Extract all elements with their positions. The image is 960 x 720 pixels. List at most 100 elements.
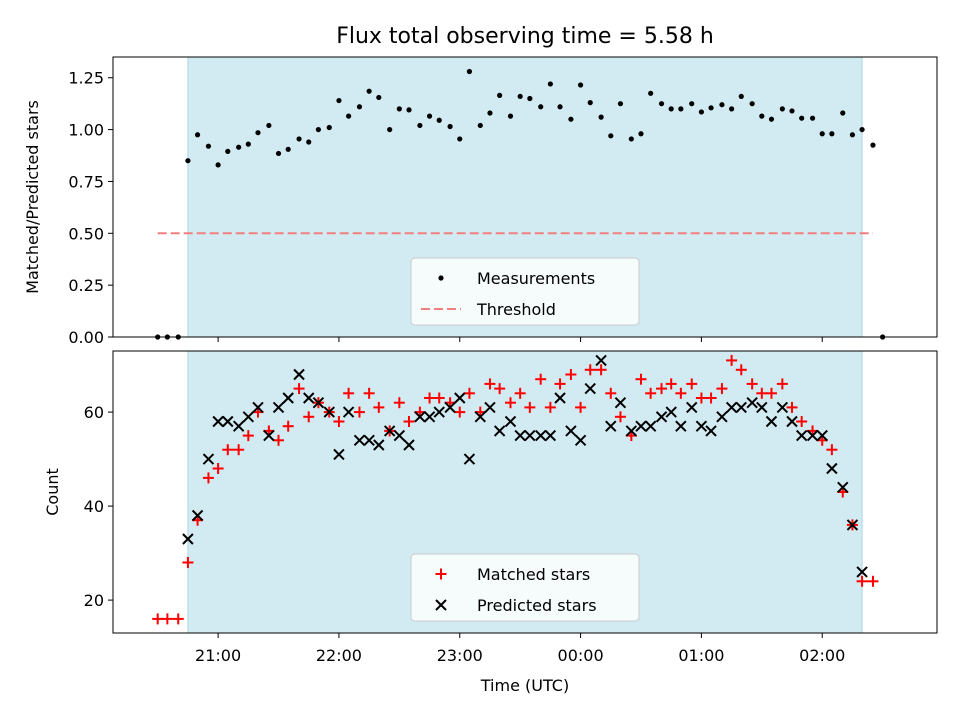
data-point (414, 411, 426, 423)
data-point (487, 110, 493, 116)
data-point (565, 425, 577, 437)
data-point (275, 150, 282, 157)
marker-stroke (414, 411, 426, 423)
marker-stroke (665, 406, 677, 418)
data-point (272, 401, 285, 414)
data-point (494, 383, 506, 395)
marker-stroke (444, 401, 456, 414)
data-point (759, 113, 765, 119)
marker-stroke (816, 429, 828, 442)
data-point (493, 425, 506, 437)
data-point (524, 429, 536, 442)
data-point (819, 131, 825, 137)
marker-stroke (826, 462, 838, 475)
marker-stroke (565, 425, 577, 437)
data-point (527, 95, 533, 102)
data-point (152, 613, 164, 625)
data-point (756, 401, 768, 414)
data-point (296, 136, 302, 142)
data-point (457, 136, 463, 142)
marker-stroke (272, 401, 285, 414)
data-point (846, 519, 859, 531)
data-point (406, 107, 412, 113)
data-point (738, 93, 744, 100)
data-point (514, 387, 526, 399)
data-point (756, 387, 768, 399)
data-point (678, 106, 684, 112)
marker-stroke (504, 415, 517, 428)
data-point (840, 110, 846, 116)
data-point (202, 472, 214, 484)
y-tick-label: 0.25 (68, 276, 104, 295)
data-point (293, 383, 305, 395)
data-point (343, 387, 355, 399)
legend-box (410, 257, 640, 326)
marker-stroke (686, 401, 698, 414)
data-point (856, 575, 868, 587)
marker-stroke (423, 411, 436, 423)
marker-stroke (644, 420, 657, 432)
data-point (735, 401, 747, 414)
data-point (837, 481, 849, 494)
data-point (746, 378, 758, 390)
data-point (477, 122, 483, 129)
marker-stroke (282, 392, 294, 404)
marker-stroke (435, 599, 447, 611)
marker-stroke (776, 401, 789, 414)
data-point (645, 387, 657, 399)
marker-stroke (675, 420, 687, 432)
legend-label: Measurements (477, 269, 595, 288)
data-point (236, 144, 242, 150)
data-point (557, 104, 563, 110)
data-point (689, 101, 695, 107)
marker-stroke (625, 425, 638, 437)
marker-stroke (393, 429, 406, 442)
data-point (746, 396, 758, 409)
data-point (859, 126, 865, 133)
data-point (587, 100, 593, 106)
data-point (535, 373, 547, 385)
marker-stroke (474, 411, 487, 423)
y-tick-label: 1.25 (68, 69, 104, 88)
data-point (517, 93, 523, 100)
data-point (245, 141, 251, 147)
data-point (326, 124, 332, 131)
x-tick-label: 22:00 (316, 646, 362, 665)
data-point (598, 114, 604, 120)
marker-stroke (484, 401, 496, 414)
data-point (716, 383, 728, 395)
legend-box (410, 553, 640, 622)
data-point (574, 434, 587, 447)
plot-frame (112, 350, 938, 634)
data-point (363, 434, 375, 447)
data-point (212, 415, 224, 428)
marker-stroke (303, 392, 315, 404)
marker-stroke (293, 368, 305, 381)
data-point (306, 139, 312, 145)
data-point (554, 378, 566, 390)
data-point (463, 453, 476, 465)
marker-stroke (746, 396, 758, 409)
data-point (867, 575, 879, 587)
data-point (554, 392, 566, 404)
data-point (191, 509, 204, 522)
x-tick-label: 00:00 (558, 646, 604, 665)
y-axis-label: Count (43, 468, 62, 516)
data-point (387, 126, 393, 133)
chart-title: Flux total observing time = 5.58 h (336, 24, 714, 49)
data-point (577, 82, 584, 88)
marker-stroke (252, 401, 264, 414)
data-point (776, 401, 789, 414)
data-point (765, 387, 777, 399)
x-axis-label: Time (UTC) (480, 676, 569, 695)
data-point (255, 130, 261, 136)
data-point (829, 131, 835, 137)
data-point (575, 401, 587, 413)
marker-stroke (725, 401, 738, 414)
data-point (796, 416, 808, 427)
marker-stroke (735, 401, 747, 414)
data-point (454, 392, 466, 404)
marker-stroke (534, 429, 547, 442)
data-point (505, 397, 517, 409)
